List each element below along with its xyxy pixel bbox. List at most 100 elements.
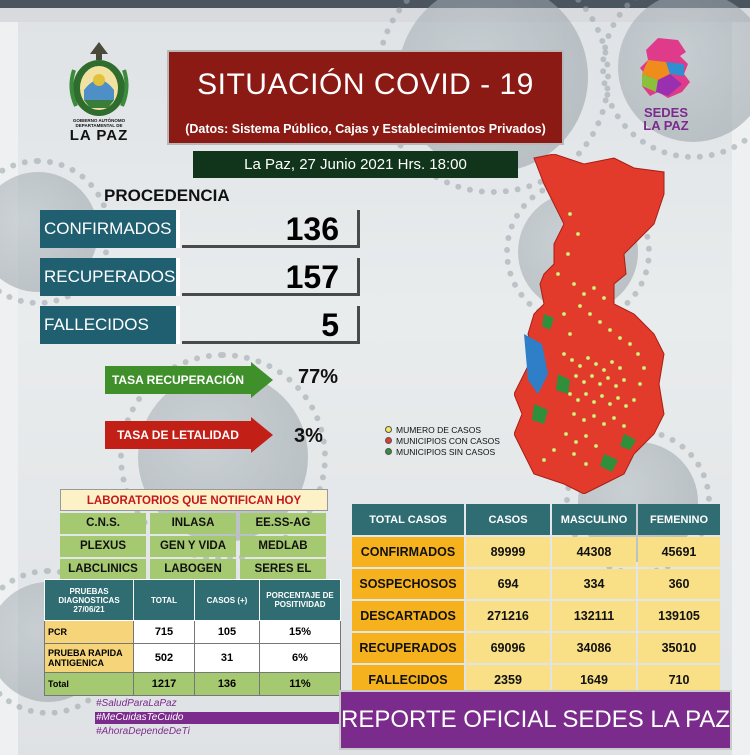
cell: 31 <box>194 643 260 673</box>
recovery-rate-arrow: TASA RECUPERACIÓN <box>105 362 273 398</box>
cell: 136 <box>194 672 260 696</box>
logo-left-caption: GOBIERNO AUTÓNOMO DEPARTAMENTAL DE LA PA… <box>62 118 136 144</box>
cell: 360 <box>638 569 720 599</box>
hashtag: #MeCuidasTeCuido <box>96 712 184 723</box>
cell: 1217 <box>133 672 195 696</box>
date-banner: La Paz, 27 Junio 2021 Hrs. 18:00 <box>193 151 518 178</box>
labs-grid: C.N.S. INLASA EE.SS-AG PLEXUS GEN Y VIDA… <box>60 513 328 596</box>
recuperados-label: RECUPERADOS <box>40 258 180 296</box>
lab-item: SERES EL ALTO <box>240 559 326 596</box>
lethality-rate-label: TASA DE LETALIDAD <box>105 421 251 449</box>
lab-item: GEN Y VIDA <box>150 536 236 557</box>
logo-left-line: GOBIERNO AUTÓNOMO <box>72 118 126 123</box>
lethality-rate-value: 3% <box>294 425 323 447</box>
table-header: CASOS <box>466 504 550 535</box>
table-header-row: PRUEBAS DIAGNOSTICAS 27/06/21 TOTAL CASO… <box>44 579 341 621</box>
logo-left-name: LA PAZ <box>69 127 129 144</box>
legend-label: MUMERO DE CASOS <box>396 424 482 435</box>
table-header: FEMENINO <box>638 504 720 535</box>
fallecidos-value: 5 <box>182 306 360 344</box>
sedes-logo: SEDES LA PAZ <box>628 34 704 144</box>
cell: 35010 <box>638 633 720 663</box>
confirmados-label: CONFIRMADOS <box>40 210 180 248</box>
table-row: RECUPERADOS 69096 34086 35010 <box>352 633 720 663</box>
gobernacion-logo: GOBIERNO AUTÓNOMO DEPARTAMENTAL DE LA PA… <box>62 40 136 144</box>
green-dot-icon <box>385 448 392 455</box>
lab-item: LABCLINICS <box>60 559 146 580</box>
sedes-logo-line: SEDES <box>643 105 689 120</box>
hashtag: #AhoraDependeDeTi <box>96 726 190 737</box>
table-row: PRUEBA RAPIDA ANTIGENICA 502 31 6% <box>44 643 341 673</box>
legend-item: MUMERO DE CASOS <box>385 424 500 435</box>
row-label: SOSPECHOSOS <box>352 569 464 599</box>
legend-label: MUNICIPIOS SIN CASOS <box>396 446 496 457</box>
recuperados-value: 157 <box>182 258 360 296</box>
cell: 139105 <box>638 601 720 631</box>
lethality-rate-arrow: TASA DE LETALIDAD <box>105 417 273 453</box>
cell: 715 <box>133 620 195 644</box>
table-row: DESCARTADOS 271216 132111 139105 <box>352 601 720 631</box>
arrow-right-icon <box>251 417 273 453</box>
cell: 271216 <box>466 601 550 631</box>
page-subtitle: (Datos: Sistema Público, Cajas y Estable… <box>185 122 546 136</box>
cell: 45691 <box>638 537 720 567</box>
total-casos-table: TOTAL CASOS CASOS MASCULINO FEMENINO CON… <box>350 502 722 697</box>
row-label: PRUEBA RAPIDA ANTIGENICA <box>44 643 134 673</box>
hashtag: #SaludParaLaPaz <box>96 698 177 709</box>
legend-label: MUNICIPIOS CON CASOS <box>396 435 500 446</box>
arrow-right-icon <box>251 362 273 398</box>
table-header: PORCENTAJE DE POSITIVIDAD <box>259 579 341 621</box>
row-label: CONFIRMADOS <box>352 537 464 567</box>
table-row: SOSPECHOSOS 694 334 360 <box>352 569 720 599</box>
table-header: PRUEBAS DIAGNOSTICAS 27/06/21 <box>44 579 134 621</box>
cell: 11% <box>259 672 341 696</box>
sedes-map-icon <box>640 38 690 98</box>
row-label: DESCARTADOS <box>352 601 464 631</box>
cell: 69096 <box>466 633 550 663</box>
lab-item: EE.SS-AG <box>240 513 326 534</box>
hashtag-bar <box>95 712 355 724</box>
legend-item: MUNICIPIOS CON CASOS <box>385 435 500 446</box>
lab-item: LABOGEN <box>150 559 236 580</box>
page-title: SITUACIÓN COVID - 19 <box>197 68 534 101</box>
labs-title: LABORATORIOS QUE NOTIFICAN HOY 27/06/202… <box>60 489 328 529</box>
table-header: TOTAL CASOS <box>352 504 464 535</box>
cell: 132111 <box>552 601 636 631</box>
procedencia-title: PROCEDENCIA <box>104 186 230 205</box>
title-box: SITUACIÓN COVID - 19 (Datos: Sistema Púb… <box>167 50 564 145</box>
cell: 502 <box>133 643 195 673</box>
la-paz-map <box>513 153 700 495</box>
lab-item: PLEXUS <box>60 536 146 557</box>
legend-item: MUNICIPIOS SIN CASOS <box>385 446 500 457</box>
department-map-icon <box>513 153 665 495</box>
yellow-dot-icon <box>385 426 392 433</box>
pruebas-table: PRUEBAS DIAGNOSTICAS 27/06/21 TOTAL CASO… <box>44 579 341 696</box>
cell: 44308 <box>552 537 636 567</box>
table-header: MASCULINO <box>552 504 636 535</box>
lab-item: C.N.S. <box>60 513 146 534</box>
row-label: RECUPERADOS <box>352 633 464 663</box>
cell: 105 <box>194 620 260 644</box>
sedes-logo-line: LA PAZ <box>643 118 689 133</box>
report-banner: REPORTE OFICIAL SEDES LA PAZ <box>339 690 732 750</box>
coat-of-arms-icon <box>69 42 129 116</box>
cell: 334 <box>552 569 636 599</box>
hashtags: #SaludParaLaPaz #MeCuidasTeCuido #AhoraD… <box>96 698 190 740</box>
row-label: Total <box>44 672 134 696</box>
cell: 89999 <box>466 537 550 567</box>
row-label: PCR <box>44 620 134 644</box>
labs-panel: LABORATORIOS QUE NOTIFICAN HOY 27/06/202… <box>60 489 328 596</box>
lab-item: MEDLAB <box>240 536 326 557</box>
table-row: CONFIRMADOS 89999 44308 45691 <box>352 537 720 567</box>
cell: 15% <box>259 620 341 644</box>
cell: 694 <box>466 569 550 599</box>
recovery-rate-value: 77% <box>298 366 339 388</box>
table-header-row: TOTAL CASOS CASOS MASCULINO FEMENINO <box>352 504 720 535</box>
table-header: CASOS (+) <box>194 579 260 621</box>
table-total-row: Total 1217 136 11% <box>44 672 341 696</box>
cell: 34086 <box>552 633 636 663</box>
logo-left-line: DEPARTAMENTAL DE <box>75 123 123 128</box>
recovery-rate-label: TASA RECUPERACIÓN <box>105 366 251 394</box>
table-header: TOTAL <box>133 579 195 621</box>
lab-item: INLASA <box>150 513 236 534</box>
